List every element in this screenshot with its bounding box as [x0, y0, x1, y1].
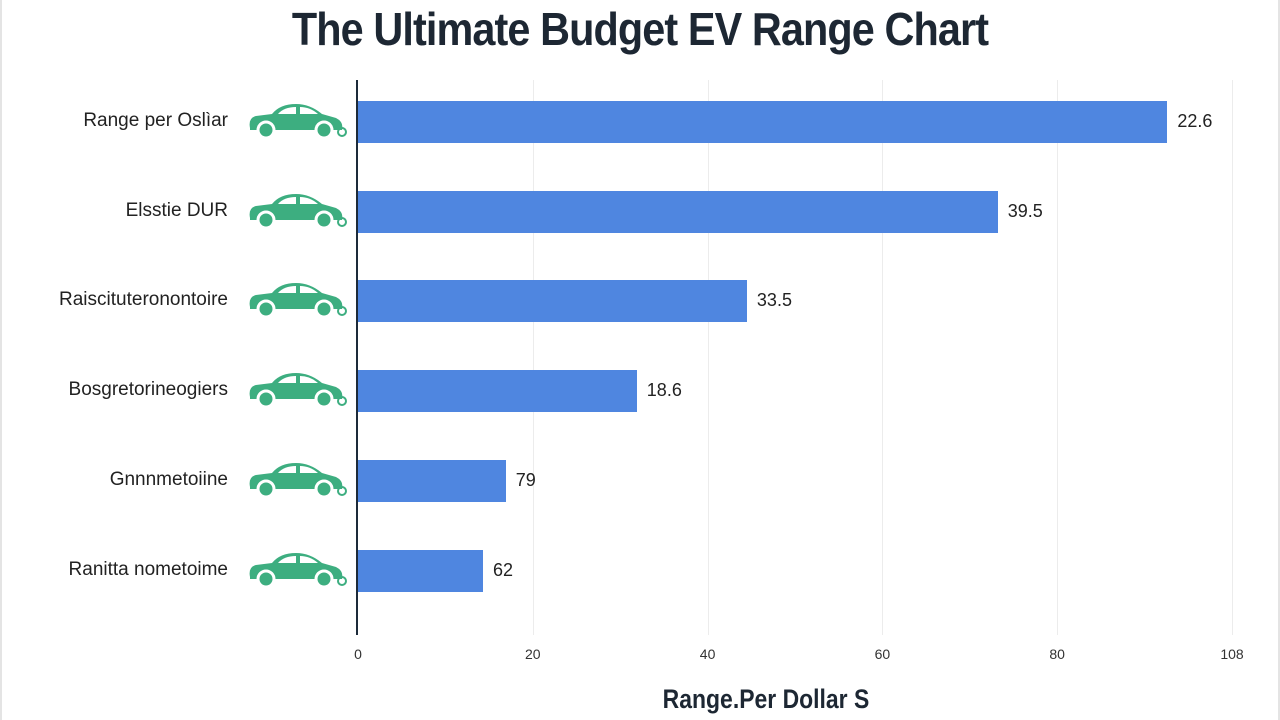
- x-tick-label: 80: [1049, 646, 1065, 662]
- category-label: Raiscituteronontoire: [59, 289, 228, 310]
- car-icon: [244, 367, 348, 411]
- data-label: 33.5: [756, 290, 792, 310]
- x-tick-label: 60: [874, 646, 891, 662]
- category-label: Gnnnmetoiine: [109, 469, 228, 490]
- frame-left: [0, 0, 2, 720]
- gridline: [882, 80, 884, 635]
- frame-right: [1278, 0, 1280, 720]
- gridline: [532, 80, 534, 635]
- x-tick-label: 20: [525, 646, 541, 662]
- car-icon: [244, 457, 348, 501]
- car-icon: [244, 188, 348, 232]
- bar: [358, 191, 998, 233]
- data-label: 39.5: [1007, 201, 1043, 221]
- gridline: [1232, 80, 1233, 635]
- x-axis-label: Range.Per Dollar S: [662, 684, 870, 714]
- data-label: 18.6: [646, 380, 682, 400]
- bar: [358, 460, 506, 502]
- bar: [358, 370, 637, 412]
- data-label: 62: [492, 560, 513, 580]
- category-label: Elsstie DUR: [125, 200, 228, 221]
- x-tick-label: 108: [1220, 646, 1244, 662]
- x-tick-label: 0: [354, 646, 362, 662]
- gridline: [707, 80, 709, 635]
- y-axis-line: [356, 80, 358, 635]
- car-icon: [244, 98, 348, 142]
- category-label: Bosgretorineogiers: [68, 379, 228, 400]
- bar: [358, 550, 483, 592]
- bar: [358, 280, 747, 322]
- x-tick-label: 40: [699, 646, 716, 662]
- car-icon: [244, 277, 348, 321]
- chart-title: The Ultimate Budget EV Range Chart: [291, 3, 989, 55]
- category-label: Ranitta nometoime: [68, 559, 228, 580]
- data-label: 22.6: [1177, 111, 1213, 131]
- car-icon: [244, 547, 348, 591]
- data-label: 79: [515, 470, 536, 490]
- gridline: [1057, 80, 1059, 635]
- bar: [358, 101, 1168, 143]
- category-label: Range per Oslìar: [83, 110, 228, 131]
